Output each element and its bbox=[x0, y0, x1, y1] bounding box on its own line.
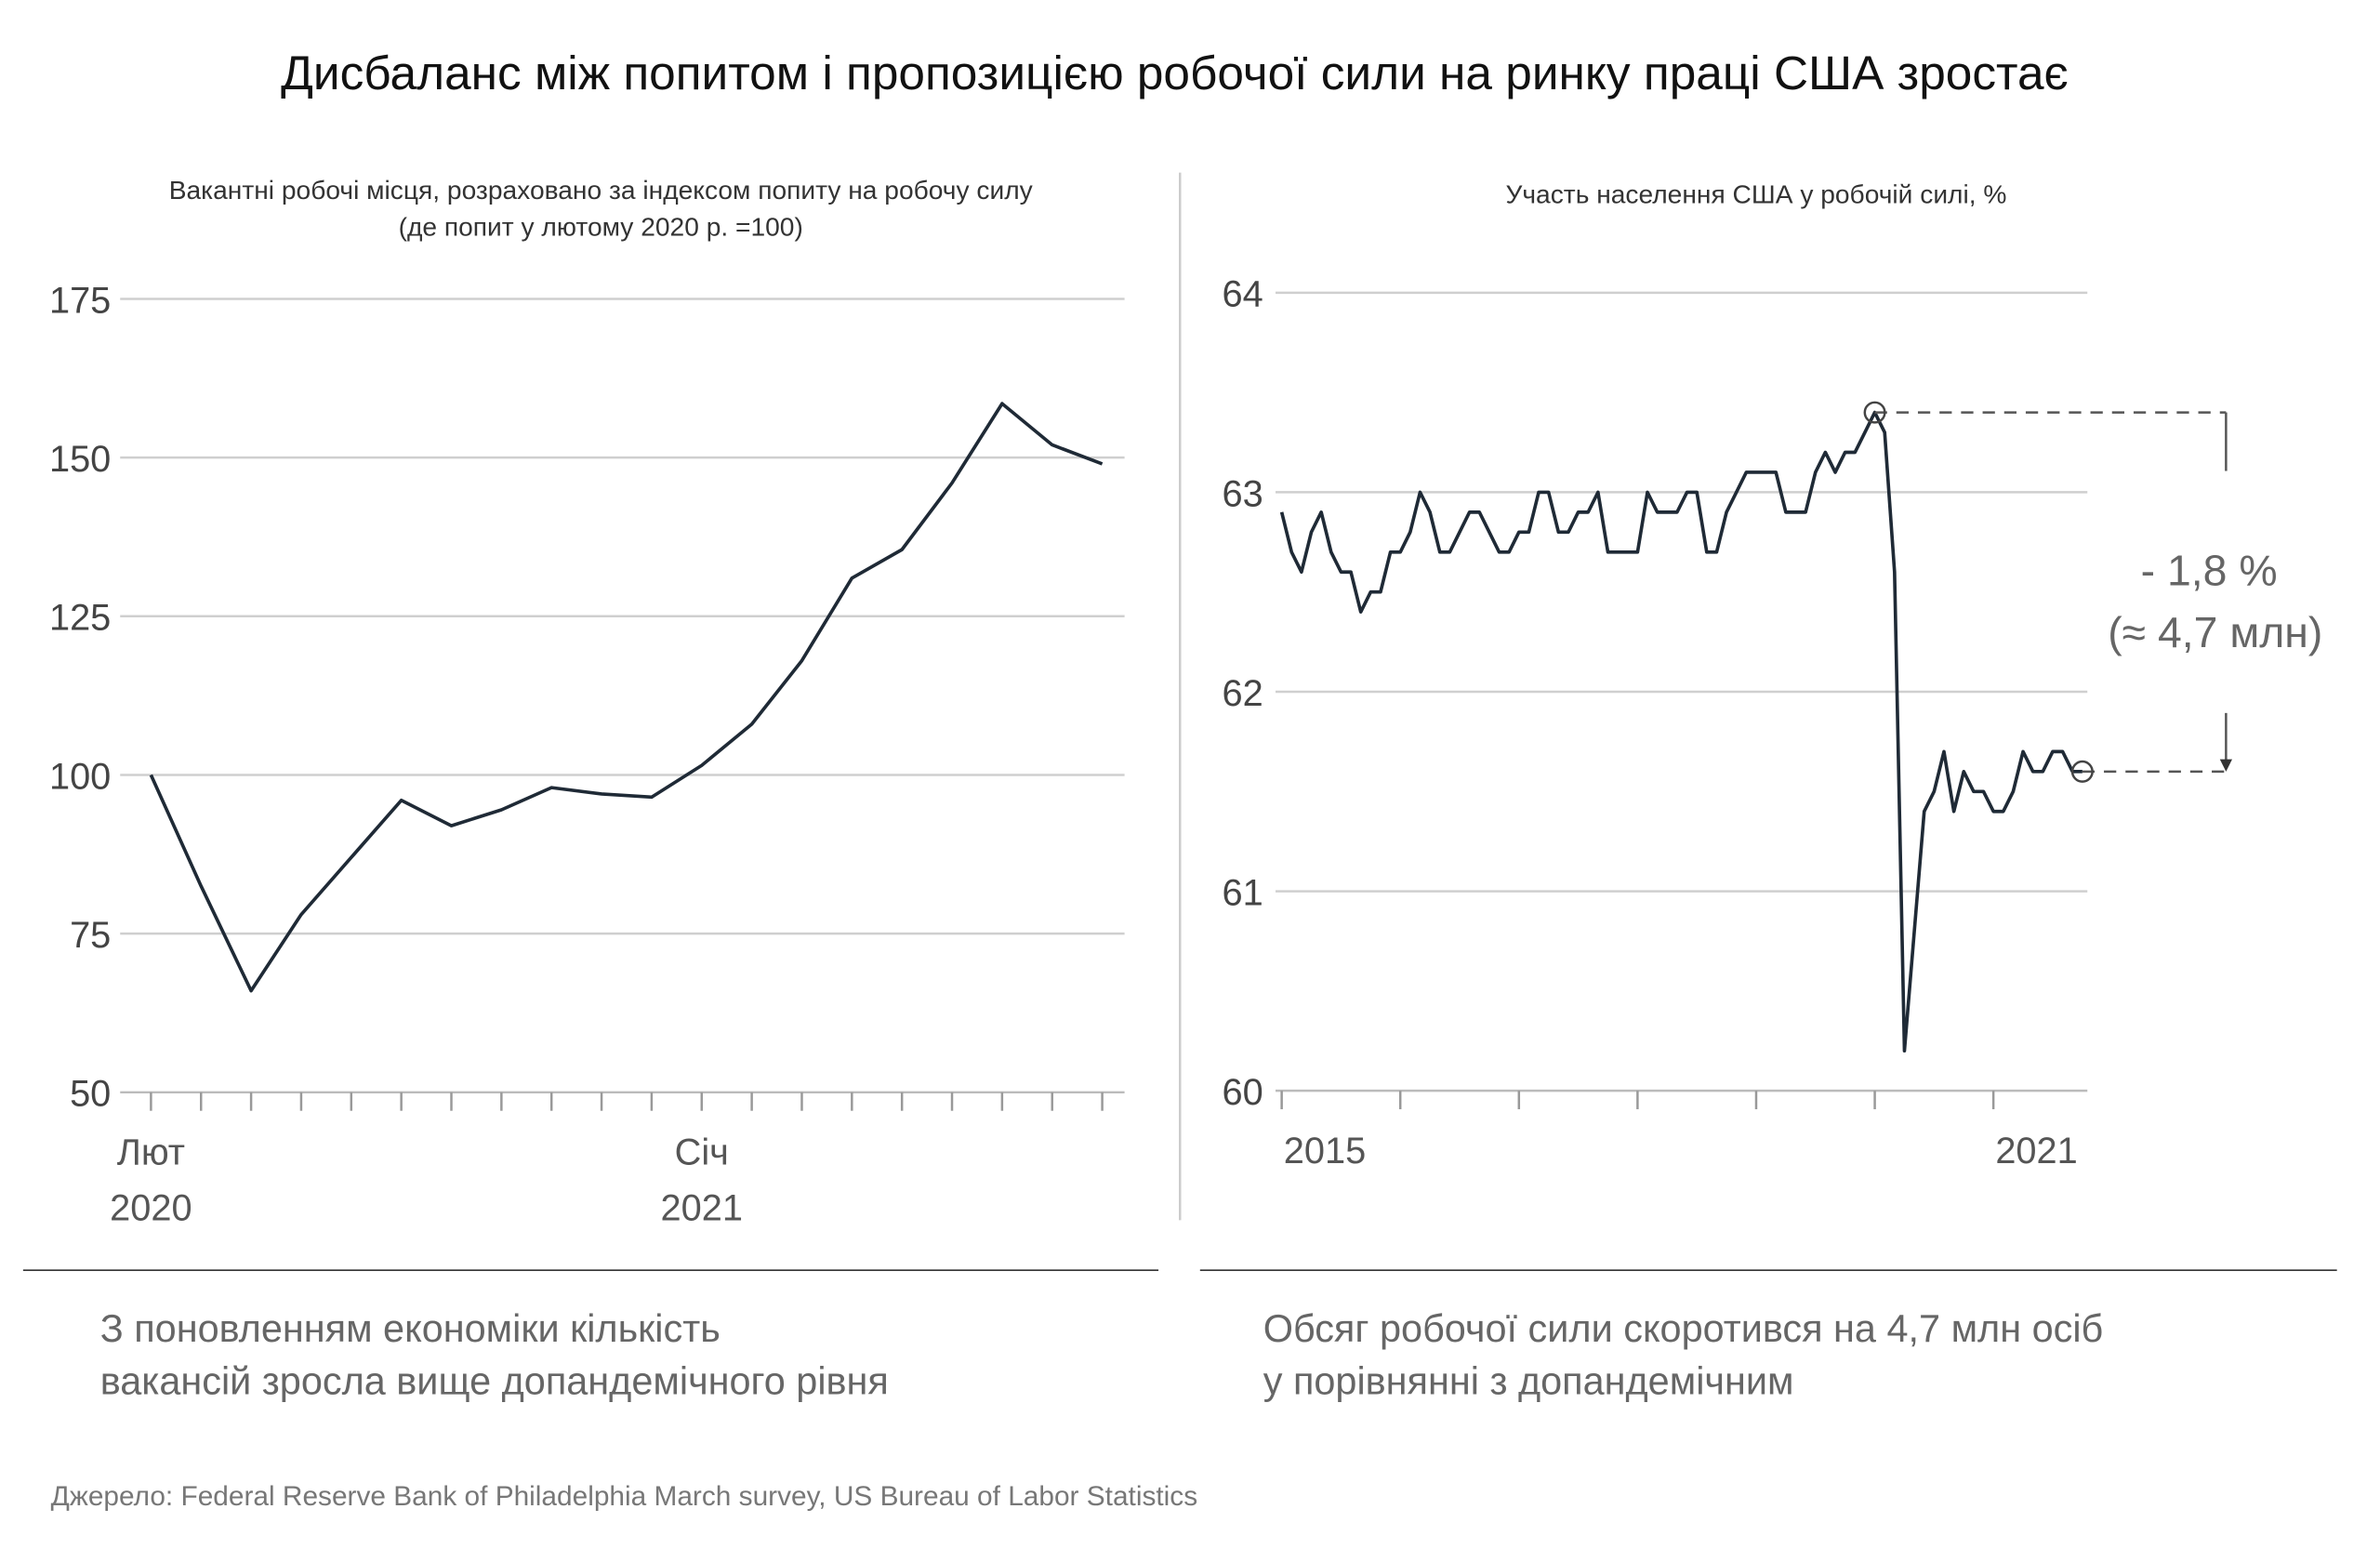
left-caption: З поновленням економіки кількість ваканс… bbox=[100, 1304, 889, 1409]
arrow-down-icon bbox=[2219, 759, 2232, 772]
right-caption: Обсяг робочої сили скоротився на 4,7 млн… bbox=[1263, 1304, 2104, 1409]
left-chart-title-line1: Вакантні робочі місця, розраховано за ін… bbox=[168, 175, 1033, 205]
end-marker bbox=[2070, 760, 2094, 783]
peak-marker bbox=[1863, 401, 1886, 424]
y-tick-label: 64 bbox=[1223, 274, 1263, 315]
x-tick-label-month: Лют bbox=[117, 1132, 185, 1173]
participation-rate-line bbox=[1279, 410, 2082, 1053]
y-tick-label: 125 bbox=[49, 598, 111, 639]
left-chart-title: Вакантні робочі місця, розраховано за ін… bbox=[31, 173, 1170, 247]
y-tick-label: 63 bbox=[1223, 473, 1263, 514]
left-caption-line1: З поновленням економіки кількість bbox=[99, 1307, 721, 1352]
right-caption-line1: Обсяг робочої сили скоротився на 4,7 млн… bbox=[1263, 1307, 2104, 1352]
right-chart-title: Участь населення США у робочій силі, % bbox=[1505, 179, 2007, 210]
annotation-percent: - 1,8 % bbox=[2141, 547, 2278, 595]
y-tick-label: 50 bbox=[70, 1074, 111, 1115]
y-tick-label: 100 bbox=[49, 756, 111, 797]
left-chart-title-line2: (де попит у лютому 2020 р. =100) bbox=[398, 212, 803, 243]
x-tick-label-year: 2020 bbox=[110, 1187, 192, 1228]
left-divider bbox=[22, 1269, 1159, 1272]
y-tick-label: 150 bbox=[49, 439, 111, 480]
right-divider bbox=[1199, 1269, 2337, 1272]
vacancy-index-line bbox=[149, 402, 1104, 993]
right-caption-line2: у порівнянні з допандемічним bbox=[1263, 1360, 1794, 1404]
y-tick-label: 62 bbox=[1223, 673, 1263, 714]
figure-title: Дисбаланс між попитом і пропозицією робо… bbox=[281, 46, 2069, 100]
source-note: Джерело: Federal Reserve Bank of Philade… bbox=[50, 1480, 1198, 1512]
x-tick-label-year: 2021 bbox=[661, 1187, 743, 1228]
x-tick-label: 2015 bbox=[1284, 1131, 1366, 1172]
left-caption-line2: вакансій зросла вище допандемічного рівн… bbox=[99, 1360, 889, 1404]
y-tick-label: 61 bbox=[1223, 872, 1263, 913]
x-tick-label: 2021 bbox=[1995, 1131, 2077, 1172]
y-tick-label: 75 bbox=[70, 915, 111, 956]
annotation-millions: (≈ 4,7 млн) bbox=[2108, 608, 2322, 656]
x-tick-label-month: Січ bbox=[675, 1132, 729, 1173]
y-tick-label: 60 bbox=[1223, 1072, 1263, 1113]
y-tick-label: 175 bbox=[49, 280, 111, 321]
